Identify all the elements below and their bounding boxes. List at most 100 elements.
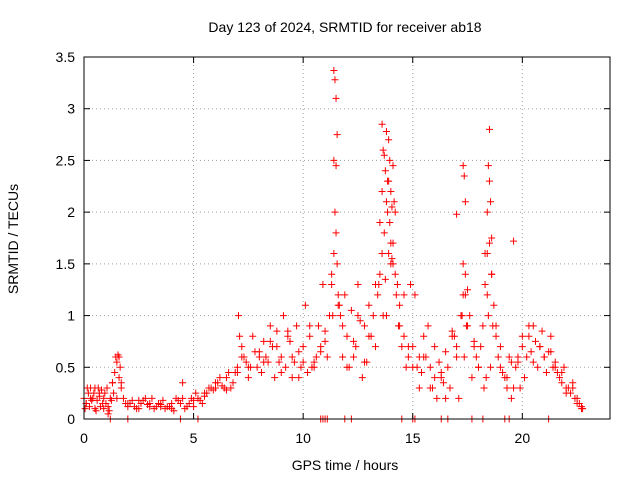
data-point xyxy=(392,291,400,299)
data-point xyxy=(496,343,504,351)
data-point xyxy=(253,363,261,371)
data-point xyxy=(404,343,412,351)
data-point xyxy=(332,94,340,102)
data-point xyxy=(514,353,522,361)
data-point xyxy=(385,136,393,144)
data-point xyxy=(117,379,125,387)
data-point xyxy=(507,358,515,366)
data-point xyxy=(329,312,337,320)
data-point xyxy=(483,291,491,299)
data-point xyxy=(333,131,341,139)
data-point xyxy=(391,270,399,278)
data-point xyxy=(371,281,379,289)
chart-title: Day 123 of 2024, SRMTID for receiver ab1… xyxy=(208,19,481,35)
data-point xyxy=(389,239,397,247)
data-point xyxy=(260,337,268,345)
data-point xyxy=(426,384,434,392)
data-point xyxy=(446,384,454,392)
data-point xyxy=(435,358,443,366)
data-point xyxy=(390,198,398,206)
data-point xyxy=(538,327,546,335)
data-point xyxy=(350,353,358,361)
data-point xyxy=(290,358,298,366)
data-point xyxy=(190,403,198,411)
data-point xyxy=(382,198,390,206)
data-point xyxy=(386,218,394,226)
data-point xyxy=(336,312,344,320)
data-point xyxy=(110,389,118,397)
data-point xyxy=(525,332,533,340)
data-point xyxy=(358,374,366,382)
data-point xyxy=(304,368,312,376)
data-point xyxy=(229,379,237,387)
data-point xyxy=(386,156,394,164)
data-point xyxy=(365,332,373,340)
data-point xyxy=(529,358,537,366)
data-point xyxy=(343,332,351,340)
data-point xyxy=(201,389,209,397)
x-tick-label: 10 xyxy=(295,430,311,446)
data-point xyxy=(371,343,379,351)
data-point xyxy=(458,312,466,320)
data-point xyxy=(503,384,511,392)
data-point xyxy=(477,343,485,351)
data-point xyxy=(288,374,296,382)
data-point xyxy=(350,337,358,345)
data-point xyxy=(339,322,347,330)
data-point xyxy=(266,337,274,345)
data-point xyxy=(238,343,246,351)
data-point xyxy=(562,389,570,397)
data-point xyxy=(103,384,111,392)
data-point xyxy=(485,239,493,247)
data-point xyxy=(484,312,492,320)
data-point xyxy=(510,237,518,245)
data-point xyxy=(330,250,338,258)
data-point xyxy=(518,343,526,351)
data-point xyxy=(299,358,307,366)
data-point xyxy=(402,363,410,371)
data-point xyxy=(295,348,303,356)
data-point xyxy=(442,394,450,402)
data-point xyxy=(130,403,138,411)
data-point xyxy=(146,399,154,407)
data-point xyxy=(119,394,127,402)
data-point xyxy=(83,384,91,392)
data-point xyxy=(481,281,489,289)
data-point xyxy=(354,281,362,289)
data-point xyxy=(494,353,502,361)
data-point xyxy=(192,389,200,397)
data-point xyxy=(323,353,331,361)
data-point xyxy=(542,368,550,376)
data-point xyxy=(578,405,586,413)
data-point xyxy=(271,374,279,382)
data-point xyxy=(525,322,533,330)
data-point xyxy=(459,260,467,268)
data-point xyxy=(99,399,107,407)
data-point xyxy=(384,177,392,185)
data-point xyxy=(378,120,386,128)
data-point xyxy=(310,363,318,371)
data-point xyxy=(382,127,390,135)
data-point xyxy=(382,312,390,320)
data-point xyxy=(190,396,198,404)
data-point xyxy=(227,384,235,392)
data-point xyxy=(531,337,539,345)
data-point xyxy=(455,394,463,402)
data-point xyxy=(492,332,500,340)
data-point xyxy=(111,368,119,376)
data-point xyxy=(92,407,100,415)
data-point xyxy=(331,208,339,216)
data-point xyxy=(343,363,351,371)
data-point xyxy=(485,125,493,133)
data-point xyxy=(411,291,419,299)
data-point xyxy=(444,363,452,371)
y-tick-label: 0.5 xyxy=(56,359,76,375)
data-point xyxy=(104,410,112,418)
data-point xyxy=(461,270,469,278)
data-point xyxy=(91,384,99,392)
data-point xyxy=(244,374,252,382)
data-point xyxy=(317,348,325,356)
data-point xyxy=(242,358,250,366)
data-point xyxy=(235,312,243,320)
